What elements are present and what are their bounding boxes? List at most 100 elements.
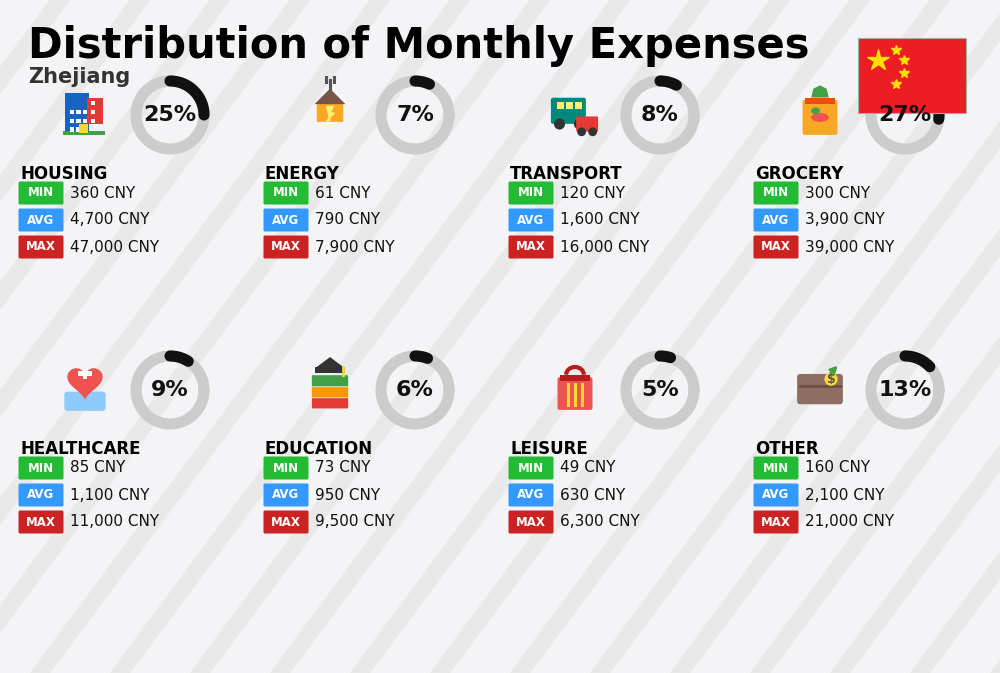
- FancyBboxPatch shape: [79, 124, 88, 133]
- Circle shape: [577, 127, 586, 136]
- Polygon shape: [317, 357, 343, 367]
- Text: 61 CNY: 61 CNY: [315, 186, 370, 201]
- Text: AVG: AVG: [762, 489, 790, 501]
- FancyBboxPatch shape: [311, 397, 349, 409]
- Text: AVG: AVG: [272, 489, 300, 501]
- Text: HEALTHCARE: HEALTHCARE: [20, 440, 140, 458]
- Text: 4,700 CNY: 4,700 CNY: [70, 213, 150, 227]
- Ellipse shape: [811, 108, 820, 114]
- Polygon shape: [315, 89, 345, 104]
- Polygon shape: [317, 91, 343, 122]
- FancyBboxPatch shape: [78, 371, 92, 376]
- FancyBboxPatch shape: [83, 110, 87, 114]
- Text: 1,600 CNY: 1,600 CNY: [560, 213, 640, 227]
- FancyBboxPatch shape: [83, 118, 87, 123]
- Text: 27%: 27%: [878, 105, 932, 125]
- FancyBboxPatch shape: [264, 182, 308, 205]
- FancyBboxPatch shape: [65, 93, 89, 133]
- Text: ENERGY: ENERGY: [265, 165, 340, 183]
- Text: AVG: AVG: [27, 489, 55, 501]
- FancyBboxPatch shape: [76, 127, 81, 132]
- FancyBboxPatch shape: [18, 209, 64, 232]
- Text: MAX: MAX: [26, 516, 56, 528]
- FancyBboxPatch shape: [754, 511, 798, 534]
- Text: EDUCATION: EDUCATION: [265, 440, 373, 458]
- FancyBboxPatch shape: [797, 374, 843, 404]
- Text: 6,300 CNY: 6,300 CNY: [560, 514, 640, 530]
- FancyBboxPatch shape: [76, 118, 81, 123]
- FancyBboxPatch shape: [87, 98, 103, 124]
- Text: 25%: 25%: [143, 105, 197, 125]
- Text: MIN: MIN: [28, 186, 54, 199]
- Text: MIN: MIN: [518, 186, 544, 199]
- FancyBboxPatch shape: [509, 483, 554, 507]
- FancyBboxPatch shape: [576, 116, 598, 132]
- FancyBboxPatch shape: [83, 370, 87, 379]
- Text: MIN: MIN: [763, 186, 789, 199]
- Text: AVG: AVG: [517, 489, 545, 501]
- Text: 630 CNY: 630 CNY: [560, 487, 625, 503]
- FancyBboxPatch shape: [18, 483, 64, 507]
- FancyBboxPatch shape: [18, 456, 64, 479]
- Text: AVG: AVG: [27, 213, 55, 227]
- FancyBboxPatch shape: [70, 110, 74, 114]
- FancyBboxPatch shape: [754, 456, 798, 479]
- Circle shape: [588, 127, 597, 136]
- FancyBboxPatch shape: [557, 102, 564, 108]
- Text: OTHER: OTHER: [755, 440, 819, 458]
- FancyBboxPatch shape: [754, 182, 798, 205]
- FancyBboxPatch shape: [264, 236, 308, 258]
- FancyBboxPatch shape: [754, 209, 798, 232]
- Text: 13%: 13%: [878, 380, 932, 400]
- Text: 85 CNY: 85 CNY: [70, 460, 125, 476]
- Text: 160 CNY: 160 CNY: [805, 460, 870, 476]
- Text: MIN: MIN: [763, 462, 789, 474]
- FancyBboxPatch shape: [264, 483, 308, 507]
- Text: 47,000 CNY: 47,000 CNY: [70, 240, 159, 254]
- FancyBboxPatch shape: [64, 392, 106, 411]
- FancyBboxPatch shape: [509, 209, 554, 232]
- Text: 1,100 CNY: 1,100 CNY: [70, 487, 150, 503]
- Text: 39,000 CNY: 39,000 CNY: [805, 240, 894, 254]
- Text: MIN: MIN: [273, 186, 299, 199]
- FancyBboxPatch shape: [91, 101, 95, 105]
- Text: AVG: AVG: [272, 213, 300, 227]
- Text: 5%: 5%: [641, 380, 679, 400]
- Circle shape: [824, 373, 838, 386]
- FancyBboxPatch shape: [264, 456, 308, 479]
- FancyBboxPatch shape: [315, 367, 345, 373]
- FancyBboxPatch shape: [509, 456, 554, 479]
- Text: MAX: MAX: [516, 516, 546, 528]
- Text: AVG: AVG: [762, 213, 790, 227]
- Text: 2,100 CNY: 2,100 CNY: [805, 487, 885, 503]
- FancyBboxPatch shape: [575, 102, 582, 108]
- FancyBboxPatch shape: [805, 98, 835, 104]
- Text: MAX: MAX: [761, 240, 791, 254]
- FancyBboxPatch shape: [91, 110, 95, 114]
- FancyBboxPatch shape: [18, 511, 64, 534]
- Text: 21,000 CNY: 21,000 CNY: [805, 514, 894, 530]
- Circle shape: [574, 118, 585, 130]
- Text: LEISURE: LEISURE: [510, 440, 588, 458]
- FancyBboxPatch shape: [560, 375, 590, 382]
- Text: 7%: 7%: [396, 105, 434, 125]
- FancyBboxPatch shape: [264, 511, 308, 534]
- FancyBboxPatch shape: [18, 236, 64, 258]
- Text: MIN: MIN: [518, 462, 544, 474]
- FancyBboxPatch shape: [311, 375, 349, 387]
- Text: 300 CNY: 300 CNY: [805, 186, 870, 201]
- Text: GROCERY: GROCERY: [755, 165, 843, 183]
- FancyBboxPatch shape: [754, 236, 798, 258]
- FancyBboxPatch shape: [91, 118, 95, 123]
- Circle shape: [554, 118, 565, 130]
- Text: 360 CNY: 360 CNY: [70, 186, 135, 201]
- Text: 73 CNY: 73 CNY: [315, 460, 370, 476]
- Text: MAX: MAX: [271, 240, 301, 254]
- FancyBboxPatch shape: [264, 209, 308, 232]
- Text: 6%: 6%: [396, 380, 434, 400]
- FancyBboxPatch shape: [509, 182, 554, 205]
- FancyBboxPatch shape: [858, 38, 966, 113]
- Polygon shape: [327, 106, 334, 120]
- Text: 9%: 9%: [151, 380, 189, 400]
- Text: MAX: MAX: [516, 240, 546, 254]
